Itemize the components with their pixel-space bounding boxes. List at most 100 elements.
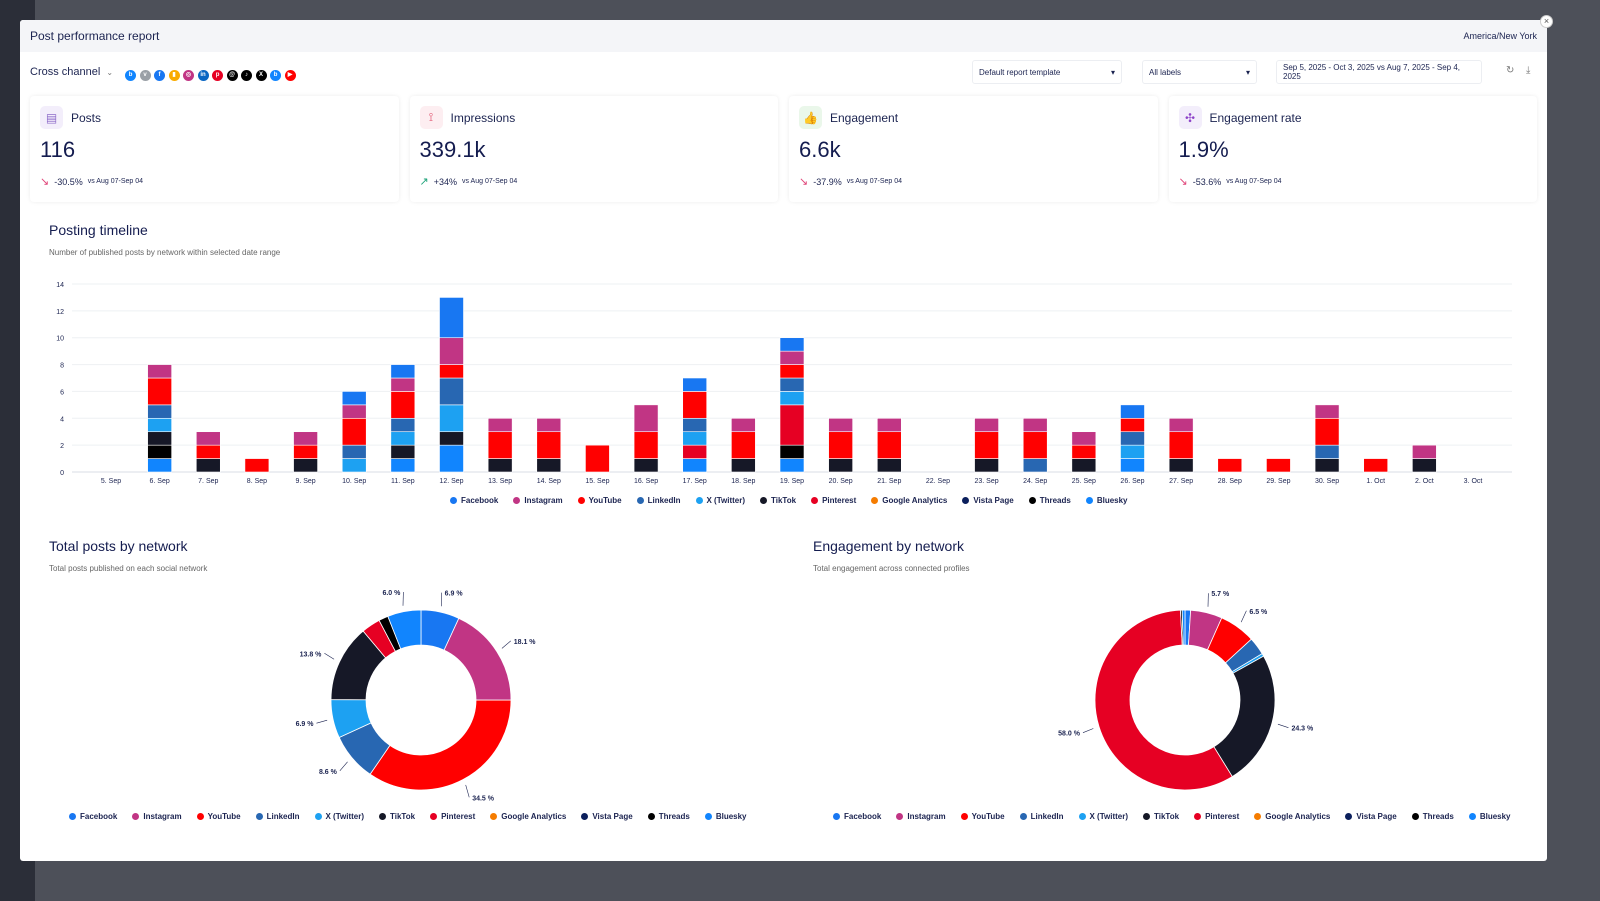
legend-item[interactable]: YouTube bbox=[960, 812, 1005, 821]
legend-item[interactable]: Vista Page bbox=[581, 812, 633, 821]
bar-segment-youtube[interactable] bbox=[731, 431, 756, 459]
bar-segment-tiktok[interactable] bbox=[731, 458, 756, 473]
bar-segment-x-twitter-[interactable] bbox=[682, 431, 708, 446]
bar-segment-youtube[interactable] bbox=[1363, 458, 1389, 473]
bar-segment-pinterest[interactable] bbox=[779, 404, 805, 446]
legend-item[interactable]: Vista Page bbox=[1345, 812, 1397, 821]
bar-segment-tiktok[interactable] bbox=[1168, 458, 1194, 473]
bar-segment-facebook[interactable] bbox=[439, 297, 464, 339]
bar-segment-youtube[interactable] bbox=[1168, 431, 1194, 459]
bar-segment-linkedin[interactable] bbox=[682, 417, 708, 433]
legend-item[interactable]: Google Analytics bbox=[1254, 812, 1330, 821]
bar-segment-tiktok[interactable] bbox=[147, 431, 172, 446]
bar-segment-youtube[interactable] bbox=[439, 364, 464, 379]
bar-segment-youtube[interactable] bbox=[1314, 417, 1340, 446]
bar-segment-tiktok[interactable] bbox=[195, 458, 221, 473]
bar-segment-x-twitter-[interactable] bbox=[390, 431, 416, 446]
legend-item[interactable]: Instagram bbox=[896, 812, 946, 821]
bar-segment-youtube[interactable] bbox=[195, 444, 221, 459]
bar-segment-instagram[interactable] bbox=[390, 377, 416, 392]
labels-select[interactable]: All labels ▾ bbox=[1142, 60, 1257, 84]
bar-segment-instagram[interactable] bbox=[341, 404, 367, 419]
bar-segment-tiktok[interactable] bbox=[974, 458, 999, 473]
bar-segment-threads[interactable] bbox=[779, 444, 805, 459]
bar-segment-tiktok[interactable] bbox=[390, 444, 416, 459]
bar-segment-tiktok[interactable] bbox=[1071, 458, 1097, 473]
bar-segment-instagram[interactable] bbox=[1314, 404, 1340, 419]
legend-item[interactable]: Threads bbox=[647, 812, 690, 821]
bar-segment-tiktok[interactable] bbox=[828, 458, 853, 473]
bar-segment-facebook[interactable] bbox=[1120, 404, 1145, 419]
facebook-icon[interactable]: f bbox=[154, 70, 166, 81]
slice-bluesky[interactable] bbox=[387, 609, 422, 650]
bar-segment-x-twitter-[interactable] bbox=[439, 404, 464, 433]
bar-segment-youtube[interactable] bbox=[682, 391, 708, 419]
bar-segment-linkedin[interactable] bbox=[147, 404, 172, 419]
legend-item[interactable]: LinkedIn bbox=[255, 812, 300, 821]
legend-item[interactable]: Pinterest bbox=[430, 812, 475, 821]
bar-segment-facebook[interactable] bbox=[390, 364, 416, 379]
bar-segment-youtube[interactable] bbox=[293, 444, 318, 459]
bar-segment-instagram[interactable] bbox=[779, 350, 805, 365]
legend-item[interactable]: LinkedIn bbox=[636, 496, 681, 505]
bar-segment-linkedin[interactable] bbox=[1120, 431, 1145, 446]
bar-segment-tiktok[interactable] bbox=[1412, 458, 1437, 473]
close-icon[interactable]: × bbox=[1540, 15, 1553, 28]
bar-segment-youtube[interactable] bbox=[974, 431, 999, 459]
legend-item[interactable]: Facebook bbox=[69, 812, 117, 821]
slice-tiktok[interactable] bbox=[1213, 655, 1276, 778]
bar-segment-instagram[interactable] bbox=[633, 404, 659, 433]
bar-segment-youtube[interactable] bbox=[876, 431, 902, 459]
slice-pinterest[interactable] bbox=[1094, 609, 1233, 791]
legend-item[interactable]: Pinterest bbox=[811, 496, 856, 505]
bar-segment-youtube[interactable] bbox=[585, 444, 610, 473]
slice-youtube[interactable] bbox=[369, 699, 512, 791]
legend-item[interactable]: Facebook bbox=[450, 496, 498, 505]
bar-segment-youtube[interactable] bbox=[1266, 458, 1291, 473]
legend-item[interactable]: TikTok bbox=[760, 496, 796, 505]
youtube-icon[interactable]: ▶ bbox=[284, 70, 296, 81]
bar-segment-instagram[interactable] bbox=[1168, 417, 1194, 433]
channel-select[interactable]: Cross channel bbox=[30, 66, 101, 78]
bar-segment-bluesky[interactable] bbox=[1120, 458, 1145, 473]
bar-segment-linkedin[interactable] bbox=[439, 377, 464, 406]
bar-segment-instagram[interactable] bbox=[147, 364, 172, 379]
bar-segment-instagram[interactable] bbox=[195, 431, 221, 446]
bar-segment-linkedin[interactable] bbox=[779, 377, 805, 392]
download-icon[interactable]: ⤓ bbox=[1526, 65, 1531, 76]
bar-segment-instagram[interactable] bbox=[487, 417, 513, 433]
pinterest-icon[interactable]: p bbox=[212, 70, 224, 81]
bar-segment-youtube[interactable] bbox=[536, 431, 562, 459]
bar-segment-instagram[interactable] bbox=[731, 417, 756, 433]
legend-item[interactable]: Facebook bbox=[833, 812, 881, 821]
bar-segment-linkedin[interactable] bbox=[1314, 444, 1340, 459]
bar-segment-instagram[interactable] bbox=[1022, 417, 1048, 433]
bar-segment-tiktok[interactable] bbox=[633, 458, 659, 473]
bar-segment-facebook[interactable] bbox=[779, 337, 805, 352]
chevron-down-icon[interactable]: ⌄ bbox=[106, 67, 114, 77]
bar-segment-youtube[interactable] bbox=[828, 431, 853, 459]
bar-segment-facebook[interactable] bbox=[682, 377, 708, 392]
bar-segment-instagram[interactable] bbox=[828, 417, 853, 433]
bar-segment-instagram[interactable] bbox=[1071, 431, 1097, 446]
legend-item[interactable]: TikTok bbox=[1143, 812, 1179, 821]
bar-segment-youtube[interactable] bbox=[633, 431, 659, 459]
bar-segment-bluesky[interactable] bbox=[682, 458, 708, 473]
legend-item[interactable]: YouTube bbox=[196, 812, 241, 821]
legend-item[interactable]: Google Analytics bbox=[871, 496, 947, 505]
bar-segment-instagram[interactable] bbox=[293, 431, 318, 446]
bar-segment-youtube[interactable] bbox=[487, 431, 513, 459]
legend-item[interactable]: Threads bbox=[1411, 812, 1454, 821]
bar-segment-x-twitter-[interactable] bbox=[341, 458, 367, 473]
bar-segment-tiktok[interactable] bbox=[487, 458, 513, 473]
bar-segment-bluesky[interactable] bbox=[390, 458, 416, 473]
bar-segment-tiktok[interactable] bbox=[439, 431, 464, 446]
legend-item[interactable]: YouTube bbox=[577, 496, 622, 505]
bluesky-alt-icon[interactable]: b bbox=[270, 70, 282, 81]
tiktok-icon[interactable]: ♪ bbox=[241, 70, 253, 81]
bar-segment-tiktok[interactable] bbox=[536, 458, 562, 473]
bar-segment-youtube[interactable] bbox=[1217, 458, 1243, 473]
x-icon[interactable]: X bbox=[255, 70, 267, 81]
bar-segment-instagram[interactable] bbox=[876, 417, 902, 433]
bar-segment-x-twitter-[interactable] bbox=[779, 391, 805, 406]
